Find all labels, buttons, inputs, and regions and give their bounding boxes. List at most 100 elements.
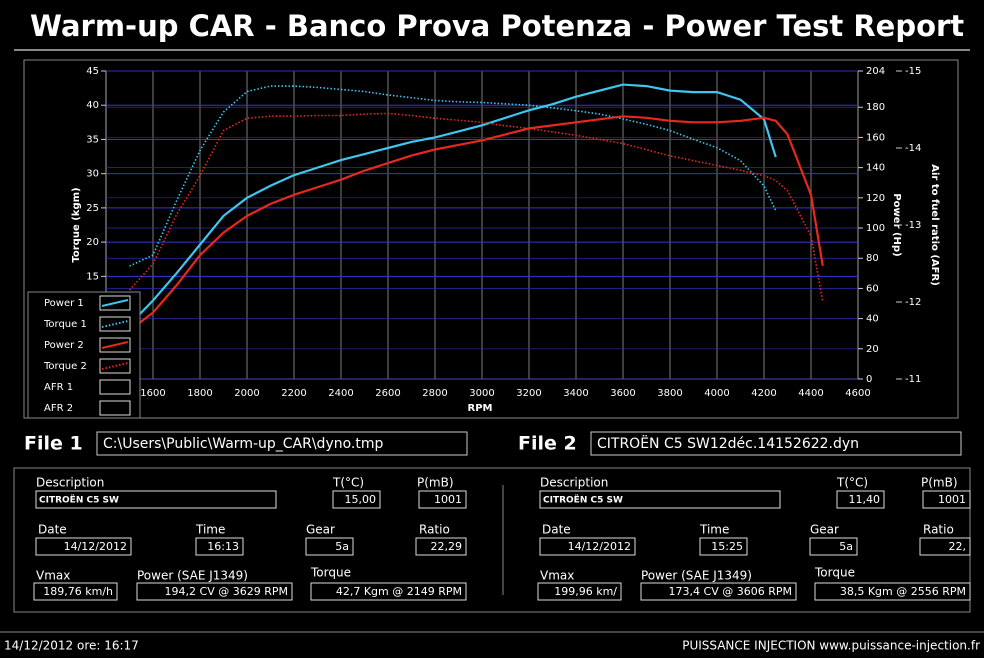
y3-tick-label: -11: [905, 374, 921, 385]
field-box: [35, 537, 132, 556]
y-tick-label: 35: [86, 134, 99, 145]
field-label: Ratio: [923, 523, 954, 537]
legend-line: [101, 320, 129, 328]
field-value: 189,76 km/h: [43, 585, 113, 598]
x-tick-label: 2800: [422, 388, 447, 399]
y2-tick-label: 180: [866, 102, 885, 113]
field-label: Torque: [310, 566, 351, 580]
legend-label: Power 1: [44, 298, 84, 309]
y-tick-label: 45: [86, 66, 99, 77]
field-value: 14/12/2012: [64, 540, 127, 553]
field-value: 22,: [949, 540, 967, 553]
y-tick-label: 25: [86, 203, 99, 214]
field-label: Vmax: [540, 569, 574, 583]
x-tick-label: 2200: [281, 388, 306, 399]
legend-swatch: [99, 379, 131, 395]
field-box: [310, 582, 467, 601]
field-label: Date: [542, 523, 571, 537]
legend-label: AFR 2: [44, 403, 73, 414]
field-value: 38,5 Kgm @ 2556 RPM: [840, 585, 966, 598]
field-box: [332, 490, 381, 509]
field-value: 5a: [839, 540, 853, 553]
y2-tick-label: 120: [866, 193, 885, 204]
field-label: Torque: [814, 566, 855, 580]
field-box: [415, 537, 467, 556]
field-label: Ratio: [419, 523, 450, 537]
y2-tick-label: 80: [866, 253, 879, 264]
field-value: 194,2 CV @ 3629 RPM: [165, 585, 288, 598]
file-label: File 2: [518, 433, 577, 455]
y-tick-label: 40: [86, 100, 99, 111]
x-tick-label: 2400: [328, 388, 353, 399]
field-box: [814, 582, 971, 601]
field-value: CITROËN C5 SW: [543, 495, 623, 506]
legend-swatch: [99, 358, 131, 374]
footer-brand: PUISSANCE INJECTION www.puissance-inject…: [682, 639, 980, 653]
x-tick-label: 2600: [375, 388, 400, 399]
field-box: [539, 537, 636, 556]
field-value: 5a: [335, 540, 349, 553]
y2-tick-label: 160: [866, 132, 885, 143]
y2-tick-label: 204: [866, 66, 885, 77]
y2-tick-label: 60: [866, 283, 879, 294]
field-label: Description: [540, 476, 608, 490]
legend: [27, 291, 141, 419]
file-box: [590, 431, 962, 456]
field-label: Power (SAE J1349): [641, 569, 752, 583]
series-line: [128, 115, 824, 332]
file-path: C:\Users\Public\Warm-up_CAR\dyno.tmp: [103, 436, 384, 452]
y-tick-label: 30: [86, 169, 99, 180]
series-line: [128, 112, 824, 302]
field-box: [418, 490, 467, 509]
field-box: [33, 582, 118, 601]
field-box: [922, 490, 971, 509]
x-tick-label: 3800: [657, 388, 682, 399]
legend-line: [101, 299, 129, 307]
field-value: CITROËN C5 SW: [39, 495, 119, 506]
y2-tick-label: 100: [866, 223, 885, 234]
field-value: 15,00: [345, 493, 377, 506]
field-box: [640, 582, 797, 601]
field-value: 1001: [434, 493, 462, 506]
field-box: [537, 582, 622, 601]
x-tick-label: 3400: [563, 388, 588, 399]
field-box: [699, 537, 748, 556]
y3-axis-title: Air to fuel ratio (AFR): [929, 164, 940, 286]
series-line: [128, 83, 777, 326]
legend-swatch: [99, 400, 131, 416]
legend-swatch: [99, 316, 131, 332]
legend-line: [101, 362, 129, 370]
field-label: Date: [38, 523, 67, 537]
x-tick-label: 4000: [704, 388, 729, 399]
x-tick-label: 4600: [845, 388, 870, 399]
field-value: 42,7 Kgm @ 2149 RPM: [336, 585, 462, 598]
legend-line: [101, 341, 129, 349]
field-label: Description: [36, 476, 104, 490]
x-tick-label: 3200: [516, 388, 541, 399]
field-value: 16:13: [207, 540, 239, 553]
field-value: 22,29: [431, 540, 463, 553]
field-box: [539, 490, 781, 509]
field-value: 1001: [938, 493, 966, 506]
field-box: [836, 490, 885, 509]
x-tick-label: 4400: [798, 388, 823, 399]
legend-label: Torque 2: [43, 361, 87, 372]
legend-label: AFR 1: [44, 382, 73, 393]
x-tick-label: 1600: [140, 388, 165, 399]
y3-tick-label: -13: [905, 220, 921, 231]
y-axis-title: Torque (kgm): [71, 187, 82, 262]
y2-tick-label: 40: [866, 314, 879, 325]
legend-label: Torque 1: [43, 319, 87, 330]
y2-tick-label: 0: [866, 374, 872, 385]
field-label: T(°C): [836, 476, 868, 490]
series-line: [129, 85, 777, 267]
field-label: Gear: [810, 523, 839, 537]
x-axis-title: RPM: [468, 403, 493, 414]
field-box: [136, 582, 293, 601]
field-label: Gear: [306, 523, 335, 537]
y3-tick-label: -12: [905, 297, 921, 308]
field-label: T(°C): [332, 476, 364, 490]
y-tick-label: 20: [86, 237, 99, 248]
field-value: 15:25: [711, 540, 743, 553]
field-box: [305, 537, 354, 556]
